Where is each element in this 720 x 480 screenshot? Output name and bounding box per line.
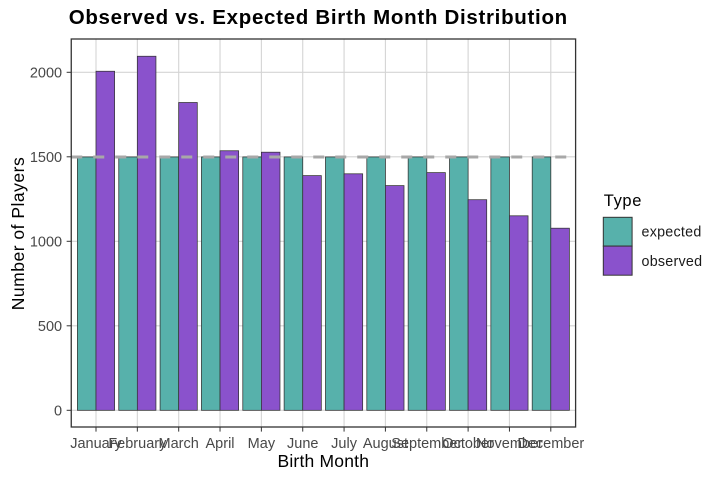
svg-text:2000: 2000 bbox=[30, 66, 62, 82]
svg-text:June: June bbox=[287, 436, 318, 452]
svg-text:March: March bbox=[159, 436, 199, 452]
svg-text:expected: expected bbox=[642, 225, 702, 241]
svg-text:0: 0 bbox=[54, 404, 62, 420]
svg-text:January: January bbox=[70, 436, 122, 452]
svg-text:1500: 1500 bbox=[30, 150, 62, 166]
svg-text:Birth Month: Birth Month bbox=[277, 451, 369, 471]
svg-text:April: April bbox=[206, 436, 235, 452]
svg-text:observed: observed bbox=[642, 254, 703, 270]
svg-text:500: 500 bbox=[38, 319, 62, 335]
svg-text:August: August bbox=[363, 436, 408, 452]
svg-text:Observed vs. Expected Birth Mo: Observed vs. Expected Birth Month Distri… bbox=[69, 6, 568, 29]
svg-text:Number of Players: Number of Players bbox=[8, 157, 28, 310]
svg-text:September: September bbox=[391, 436, 462, 452]
svg-text:Type: Type bbox=[604, 192, 642, 210]
svg-text:1000: 1000 bbox=[30, 235, 62, 251]
svg-text:October: October bbox=[442, 436, 494, 452]
svg-text:May: May bbox=[248, 436, 276, 452]
svg-text:February: February bbox=[108, 436, 167, 452]
svg-text:November: November bbox=[476, 436, 543, 452]
svg-text:December: December bbox=[517, 436, 584, 452]
svg-text:July: July bbox=[331, 436, 358, 452]
